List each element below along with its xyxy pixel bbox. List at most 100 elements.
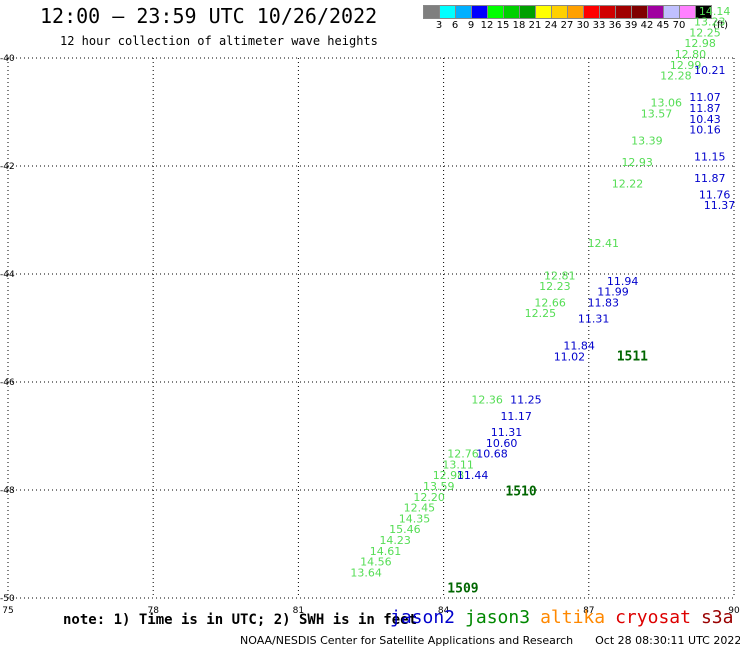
data-label: 11.37 — [704, 199, 736, 212]
data-label: 12.41 — [588, 237, 620, 250]
footer-note: note: 1) Time is in UTC; 2) SWH is in fe… — [63, 612, 418, 628]
colorbar-label: 33 — [592, 20, 606, 31]
data-label: 13.57 — [641, 107, 673, 120]
data-label: 13.39 — [631, 134, 663, 147]
data-label: 12.93 — [621, 156, 653, 169]
colorbar-label: 70 — [672, 20, 686, 31]
data-label: 12.23 — [539, 280, 571, 293]
data-label: 11.07 — [689, 91, 721, 104]
data-label: 14.56 — [360, 556, 392, 569]
data-label: 12.99 — [670, 59, 702, 72]
data-label: 14.35 — [399, 512, 431, 525]
data-label: 13.06 — [650, 97, 682, 110]
data-label: 12.81 — [544, 269, 576, 282]
data-label: 11.31 — [491, 426, 523, 439]
data-label: 11.44 — [457, 469, 489, 482]
colorbar-label: 45 — [656, 20, 670, 31]
x-tick-label: 75 — [2, 606, 13, 616]
data-label: 13.64 — [350, 566, 382, 579]
data-label: 12.45 — [404, 502, 436, 515]
data-label: 11.94 — [607, 275, 639, 288]
y-tick-label: -50 — [0, 594, 15, 604]
data-label: 12.25 — [525, 307, 557, 320]
data-label: 12.28 — [660, 70, 692, 83]
data-label: 11.83 — [588, 296, 620, 309]
x-tick-label: 90 — [728, 606, 740, 616]
data-label: 12.98 — [433, 469, 465, 482]
data-label: 11.15 — [694, 151, 726, 164]
colorbar-label: 3 — [435, 20, 443, 31]
data-label: 12.25 — [689, 26, 721, 39]
credit-text: NOAA/NESDIS Center for Satellite Applica… — [240, 634, 574, 647]
data-label: 15.46 — [389, 523, 421, 536]
colorbar-legend: (ft) 3 6 9 12 15 18 21 24 27 30 33 36 39 42 45 70 — [423, 5, 733, 33]
data-label: 14.61 — [370, 545, 402, 558]
pass-annotation: 1511 — [617, 349, 648, 364]
data-label: 11.87 — [689, 102, 721, 115]
x-tick-label: 84 — [438, 606, 450, 616]
x-tick-label: 81 — [293, 606, 304, 616]
colorbar-unit: (ft) — [713, 20, 729, 31]
data-label: 12.76 — [447, 448, 479, 461]
data-label: 14.14 — [699, 5, 731, 18]
data-label: 11.84 — [563, 340, 595, 353]
data-label: 10.43 — [689, 113, 721, 126]
colorbar-label: 30 — [576, 20, 590, 31]
y-tick-label: -46 — [0, 378, 15, 388]
legend-s3a: s3a — [700, 607, 734, 628]
legend-altika: altika — [540, 607, 606, 628]
legend-jason2: jason2 — [390, 607, 456, 628]
colorbar-label: 24 — [544, 20, 558, 31]
data-label: 12.20 — [413, 491, 445, 504]
satellite-legend: jason2 jason3 altika cryosat s3a — [390, 607, 740, 628]
x-tick-label: 87 — [583, 606, 594, 616]
y-tick-label: -42 — [0, 162, 15, 172]
data-label: 12.36 — [471, 394, 503, 407]
pass-annotation: 1510 — [505, 484, 536, 499]
data-label: 11.25 — [510, 394, 542, 407]
x-tick-label: 78 — [147, 606, 159, 616]
data-label: 10.16 — [689, 124, 721, 137]
colorbar-label: 42 — [640, 20, 654, 31]
y-tick-label: -44 — [0, 270, 15, 280]
colorbar-label: 21 — [528, 20, 542, 31]
data-label: 12.22 — [612, 178, 644, 191]
pass-annotation: 1509 — [447, 582, 478, 597]
colorbar-swatch — [695, 5, 712, 19]
y-tick-label: -48 — [0, 486, 15, 496]
data-label: 12.66 — [534, 296, 566, 309]
y-tick-label: -40 — [0, 54, 15, 64]
colorbar-label: 15 — [496, 20, 510, 31]
data-label: 12.98 — [684, 37, 716, 50]
data-label: 11.87 — [694, 172, 726, 185]
data-label: 12.80 — [675, 48, 707, 61]
data-label: 11.76 — [699, 188, 731, 201]
colorbar-label: 6 — [451, 20, 459, 31]
data-label: 11.31 — [578, 313, 610, 326]
credit-timestamp: Oct 28 08:30:11 UTC 2022 — [595, 634, 740, 647]
data-label: 11.02 — [554, 350, 586, 363]
colorbar-label: 36 — [608, 20, 622, 31]
colorbar-labels: (ft) 3 6 9 12 15 18 21 24 27 30 33 36 39 42 45 70 — [423, 19, 733, 33]
colorbar-label: 18 — [512, 20, 526, 31]
data-label: 13.59 — [423, 480, 455, 493]
data-label: 13.23 — [694, 16, 726, 29]
colorbar-label: 12 — [480, 20, 494, 31]
legend-jason3: jason3 — [465, 607, 531, 628]
data-label: 10.60 — [486, 437, 518, 450]
colorbar-label: 9 — [467, 20, 475, 31]
data-label: 11.99 — [597, 286, 629, 299]
data-label: 10.21 — [694, 64, 726, 77]
data-label: 10.68 — [476, 448, 508, 461]
chart-subtitle: 12 hour collection of altimeter wave hei… — [60, 34, 378, 48]
colorbar-label: 27 — [560, 20, 574, 31]
data-label: 14.23 — [379, 534, 411, 547]
colorbar-swatches — [423, 5, 733, 19]
data-label: 11.17 — [500, 410, 532, 423]
colorbar-label: 39 — [624, 20, 638, 31]
credit-line: NOAA/NESDIS Center for Satellite Applica… — [240, 634, 740, 647]
legend-cryosat: cryosat — [615, 607, 691, 628]
chart-title: 12:00 – 23:59 UTC 10/26/2022 — [40, 4, 378, 28]
data-label: 13.11 — [442, 458, 474, 471]
